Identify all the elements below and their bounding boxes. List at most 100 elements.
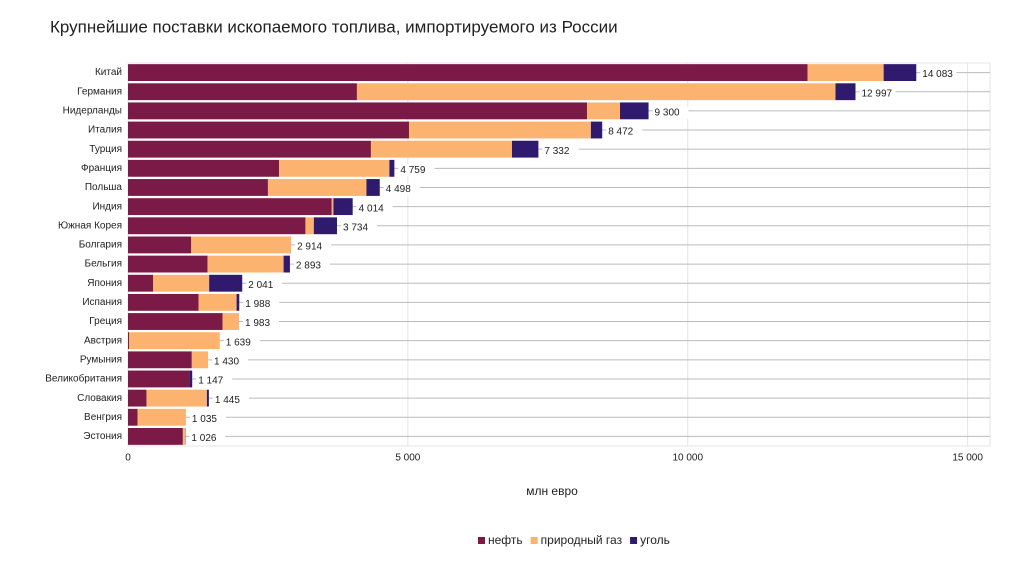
bar-segment: [146, 389, 207, 407]
bar-segment: [128, 217, 306, 235]
label-bg: [189, 413, 226, 426]
bar-segment: [590, 121, 603, 139]
y-tick-label: Китай: [95, 67, 122, 78]
legend-label: природный газ: [541, 533, 623, 547]
bar-segment: [128, 64, 808, 82]
total-label: 1 026: [191, 433, 216, 444]
total-label: 2 914: [297, 242, 322, 253]
bar-segment: [128, 159, 280, 177]
y-tick-label: Греция: [89, 316, 122, 327]
bar-segment: [620, 102, 649, 120]
chart-title: Крупнейшие поставки ископаемого топлива,…: [50, 17, 618, 36]
bar-segment: [333, 198, 353, 216]
y-tick-label: Италия: [88, 125, 122, 136]
bar-segment: [883, 64, 917, 82]
x-tick-label: 10 000: [672, 453, 703, 464]
label-bg: [243, 298, 280, 311]
total-label: 4 759: [400, 165, 425, 176]
label-bg: [920, 68, 957, 81]
total-label: 12 997: [861, 88, 892, 99]
bar-segment: [191, 236, 292, 254]
bar-segment: [128, 121, 409, 139]
label-bg: [542, 145, 579, 158]
bar-segment: [189, 370, 193, 388]
y-tick-label: Австрия: [84, 335, 122, 346]
bar-segment: [283, 255, 290, 273]
total-label: 4 498: [386, 184, 411, 195]
bar-segment: [313, 217, 338, 235]
y-tick-label: Япония: [87, 278, 122, 289]
plot-border: [127, 62, 991, 447]
y-tick-label: Великобритания: [45, 373, 122, 385]
y-tick-label: Германия: [77, 86, 122, 97]
y-tick-label: Испания: [82, 297, 122, 308]
bar-segment: [128, 408, 138, 426]
bar-segment: [207, 255, 284, 273]
label-bg: [242, 317, 279, 330]
bar-segment: [128, 274, 154, 292]
x-axis-title: млн евро: [526, 484, 578, 498]
bar-segment: [182, 427, 186, 445]
legend-swatch: [478, 537, 485, 544]
y-tick-label: Нидерланды: [63, 106, 122, 117]
label-bg: [341, 221, 378, 234]
label-bg: [212, 355, 249, 368]
total-label: 3 734: [343, 222, 368, 233]
bar-segment: [128, 179, 268, 196]
bar-segment: [267, 179, 367, 196]
total-label: 1 988: [245, 299, 270, 310]
total-label: 1 983: [245, 318, 270, 329]
bar-segment: [209, 274, 243, 292]
total-label: 1 430: [214, 356, 239, 367]
bar-segment: [128, 198, 332, 216]
bar-segment: [128, 313, 223, 330]
x-tick-label: 15 000: [952, 453, 983, 464]
y-tick-label: Польша: [85, 182, 123, 193]
label-bg: [223, 336, 260, 349]
total-label: 14 083: [922, 69, 953, 80]
bar-segment: [137, 408, 186, 426]
y-tick-label: Южная Корея: [58, 220, 122, 231]
total-label: 9 300: [655, 108, 680, 119]
bar-segment: [128, 140, 371, 158]
bar-segment: [129, 332, 220, 350]
y-tick-label: Эстония: [83, 431, 122, 442]
bar-segment: [128, 236, 192, 254]
bar-segment: [128, 332, 130, 350]
label-bg: [398, 164, 435, 177]
bar-segment: [128, 255, 208, 273]
bar-segment: [370, 140, 512, 158]
bar-segment: [511, 140, 539, 158]
bar-segment: [191, 351, 209, 369]
label-bg: [356, 202, 393, 215]
total-label: 7 332: [544, 146, 569, 157]
bar-segment: [586, 102, 621, 120]
label-bg: [196, 374, 233, 387]
legend-label: нефть: [488, 533, 523, 547]
bar-segment: [128, 351, 192, 369]
bar-segment: [128, 389, 147, 407]
bar-segment: [356, 83, 836, 101]
legend-swatch: [630, 537, 638, 544]
legend-label: уголь: [640, 533, 670, 547]
total-label: 2 893: [296, 261, 321, 272]
bar-segment: [222, 313, 239, 330]
y-tick-label: Венгрия: [84, 412, 122, 423]
y-tick-label: Бельгия: [85, 259, 123, 270]
bar-segment: [408, 121, 591, 139]
total-label: 8 472: [608, 127, 633, 138]
bar-segment: [153, 274, 210, 292]
y-tick-label: Индия: [92, 201, 122, 212]
label-bg: [383, 183, 420, 196]
bar-segment: [331, 198, 334, 216]
label-bg: [606, 126, 643, 139]
total-label: 1 445: [215, 395, 240, 406]
label-bg: [246, 279, 283, 292]
y-tick-label: Болгария: [79, 240, 122, 251]
label-bg: [189, 432, 226, 445]
bar-segment: [206, 389, 209, 407]
bar-segment: [389, 159, 395, 177]
bar-segment: [807, 64, 884, 82]
bar-segment: [366, 179, 380, 196]
